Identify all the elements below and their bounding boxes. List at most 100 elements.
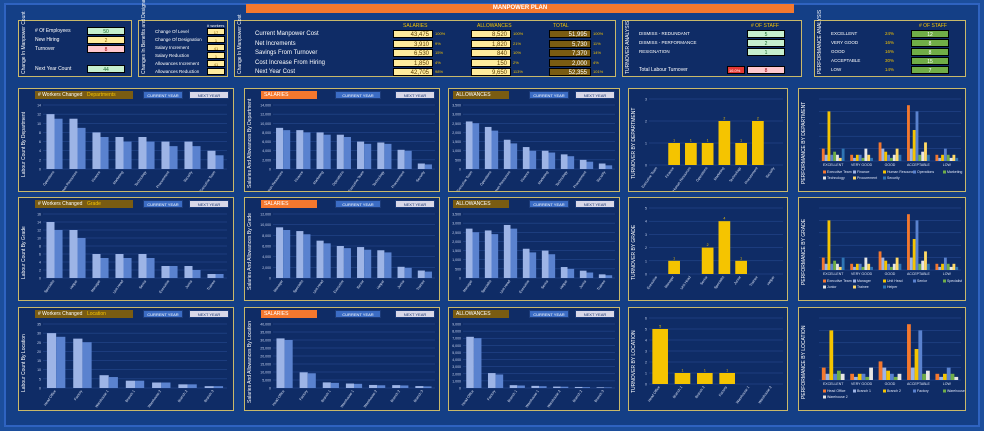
benefit-value: 41 — [207, 44, 225, 51]
cost-salaries-value: 3,910 — [393, 39, 433, 48]
chart-bar — [184, 141, 193, 169]
legend-label: Unit Head — [887, 279, 903, 283]
next-year-button[interactable]: NEXT YEAR — [575, 310, 615, 318]
chart-bar — [125, 380, 135, 388]
next-year-button[interactable]: NEXT YEAR — [189, 200, 229, 208]
chart-bar — [146, 258, 155, 278]
y-tick-label: 0 — [269, 168, 271, 172]
current-year-button[interactable]: CURRENT YEAR — [143, 310, 183, 318]
next-year-button[interactable]: NEXT YEAR — [575, 91, 615, 99]
current-year-button[interactable]: CURRENT YEAR — [335, 310, 381, 318]
x-tick-label: LOW — [943, 163, 952, 167]
chart-bar — [330, 382, 339, 388]
x-tick-label: Helper — [559, 279, 569, 290]
chart-bar — [870, 157, 873, 161]
y-tick-label: 4 — [645, 339, 647, 343]
next-year-button[interactable]: NEXT YEAR — [189, 310, 229, 318]
chart-bar — [46, 222, 55, 278]
x-tick-label: LOW — [943, 272, 952, 276]
current-year-button[interactable]: CURRENT YEAR — [143, 200, 183, 208]
performance-row-label: VERY GOOD — [831, 40, 859, 45]
chart-bar — [941, 263, 944, 270]
x-tick-label: Specialist — [43, 279, 55, 294]
chart-bar — [473, 338, 482, 388]
chart-bar — [861, 266, 865, 270]
legend-swatch — [913, 279, 916, 283]
chart-bar — [824, 263, 828, 270]
x-tick-label: Human Resources — [58, 170, 78, 191]
y-tick-label: 35,000 — [260, 331, 271, 335]
y-tick-label: 30,000 — [260, 339, 271, 343]
chart-bar — [503, 224, 511, 278]
cost-row-label: Next Year Cost — [255, 69, 296, 75]
legend-swatch — [853, 279, 856, 283]
chart-bar — [567, 156, 575, 169]
chart-bar — [922, 373, 926, 380]
chart-bar — [921, 260, 925, 270]
chart-bar — [918, 154, 922, 161]
next-year-button[interactable]: NEXT YEAR — [189, 91, 229, 99]
current-year-button[interactable]: CURRENT YEAR — [529, 91, 569, 99]
current-year-button[interactable]: CURRENT YEAR — [335, 200, 381, 208]
chart-bar — [850, 154, 854, 161]
y-tick-label: 2 — [645, 120, 647, 124]
chart-bar — [882, 367, 887, 380]
chart-bar — [943, 148, 947, 161]
next-year-button[interactable]: NEXT YEAR — [395, 200, 435, 208]
chart-bar — [322, 382, 331, 388]
y-tick-label: 4 — [39, 261, 41, 265]
cost-allowances-pct: 21% — [513, 40, 522, 46]
chart-bar — [307, 373, 316, 388]
current-year-button[interactable]: CURRENT YEAR — [335, 91, 381, 99]
performance-row-value: 8 — [911, 39, 949, 47]
legend-swatch — [913, 170, 916, 174]
x-tick-label: Human Resources — [491, 170, 511, 191]
data-label: 2 — [757, 117, 759, 121]
x-tick-label: Manager — [664, 275, 676, 289]
salaries-chart-area: 0 2,000 4,000 6,000 8,000 10,000 12,000 14,000 H… — [259, 101, 439, 191]
chart-bar — [898, 154, 902, 161]
count-chart-panel: Labour Count By Grade # Workers Changed Gr… — [18, 197, 234, 301]
chart-bar — [735, 260, 747, 274]
chart-bar — [674, 373, 691, 384]
chart-bar — [357, 141, 365, 169]
chart-bar — [909, 148, 913, 161]
x-tick-label: Executive — [158, 279, 170, 294]
x-tick-label: Finance — [294, 170, 304, 183]
benefit-label: Salary Increment — [155, 45, 190, 50]
next-year-button[interactable]: NEXT YEAR — [395, 91, 435, 99]
x-tick-label: Specialist — [480, 279, 492, 294]
y-tick-label: 2,500 — [452, 231, 461, 235]
count-side-label: Labour Count By Department — [21, 111, 27, 177]
chart-bar — [100, 137, 109, 169]
benefit-value: 41 — [207, 60, 225, 67]
salaries-side-label: Salaries And Allowances By Grade — [247, 213, 253, 291]
current-year-button[interactable]: CURRENT YEAR — [529, 310, 569, 318]
x-tick-label: Executive — [333, 279, 345, 294]
chart-bar — [825, 373, 830, 380]
employees-label: # Of Employees — [35, 28, 71, 34]
y-tick-label: 0 — [645, 164, 647, 168]
chart-bar — [701, 247, 714, 274]
next-year-button[interactable]: NEXT YEAR — [395, 310, 435, 318]
chart-bar — [869, 367, 873, 380]
benefit-value — [207, 68, 225, 75]
chart-bar — [898, 263, 902, 270]
chart-bar — [123, 141, 132, 169]
next-year-button[interactable]: NEXT YEAR — [575, 200, 615, 208]
chart-bar — [567, 268, 575, 278]
chart-bar — [955, 266, 959, 270]
current-year-button[interactable]: CURRENT YEAR — [143, 91, 183, 99]
legend-swatch — [943, 279, 946, 283]
salaries-header: SALARIES — [261, 310, 317, 318]
chart-bar — [836, 263, 839, 270]
chart-bar — [548, 152, 556, 169]
turnover-chart-panel: TURNOVER BY DEPARTMENT 0 1 2 3 1 1 1 2 1 2 Executiv… — [628, 88, 788, 192]
total-turnover-pct: 16.0% — [727, 66, 745, 74]
chart-bar — [946, 154, 950, 161]
chart-bar — [907, 214, 910, 270]
chart-bar — [829, 330, 834, 380]
chart-bar — [912, 130, 916, 161]
current-year-button[interactable]: CURRENT YEAR — [529, 200, 569, 208]
